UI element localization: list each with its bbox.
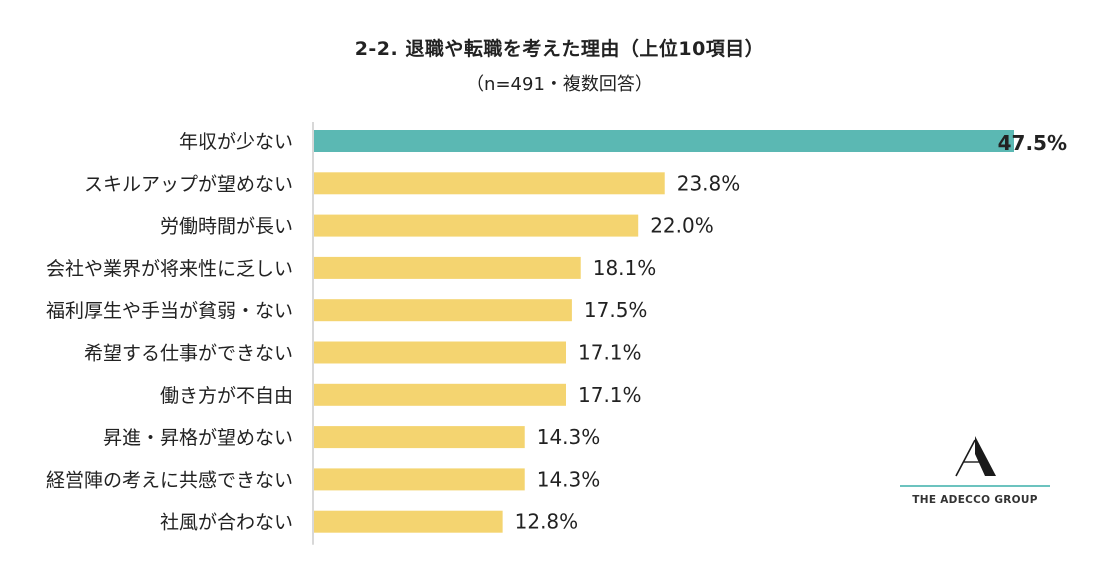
category-label-10: 社風が合わない xyxy=(160,512,293,534)
bar-3 xyxy=(314,214,639,237)
value-label-4: 18.1% xyxy=(593,256,657,280)
category-label-7: 働き方が不自由 xyxy=(160,385,293,407)
category-label-9: 経営陣の考えに共感できない xyxy=(46,469,293,491)
chart-subtitle: （n=491・複数回答） xyxy=(466,74,653,95)
category-label-3: 労働時間が長い xyxy=(160,216,293,238)
value-label-10: 12.8% xyxy=(515,510,579,534)
category-label-2: スキルアップが望めない xyxy=(84,173,293,195)
bar-4 xyxy=(314,256,581,279)
bar-8 xyxy=(314,426,525,449)
bar-7 xyxy=(314,383,566,406)
value-label-9: 14.3% xyxy=(537,467,601,491)
category-label-1: 年収が少ない xyxy=(179,131,293,153)
bar-2 xyxy=(314,172,665,195)
logo-name: THE ADECCO GROUP xyxy=(912,494,1038,506)
chart-title: 2-2. 退職や転職を考えた理由（上位10項目） xyxy=(354,38,765,60)
bar-10 xyxy=(314,510,503,533)
value-label-5: 17.5% xyxy=(584,298,648,322)
value-label-2: 23.8% xyxy=(677,171,741,195)
value-label-7: 17.1% xyxy=(578,383,642,407)
value-label-3: 22.0% xyxy=(650,214,714,238)
bar-6 xyxy=(314,341,566,364)
category-label-4: 会社や業界が将来性に乏しい xyxy=(46,258,293,280)
category-label-8: 昇進・昇格が望めない xyxy=(103,427,293,449)
value-label-8: 14.3% xyxy=(537,425,601,449)
logo-a-mark-icon xyxy=(900,436,1050,487)
bar-1 xyxy=(314,130,1014,152)
adecco-logo: THE ADECCO GROUP xyxy=(900,432,1050,512)
value-label-6: 17.1% xyxy=(578,341,642,365)
category-label-5: 福利厚生や手当が貧弱・ない xyxy=(46,300,293,322)
category-label-6: 希望する仕事ができない xyxy=(84,343,293,365)
value-label-1: 47.5% xyxy=(998,131,1067,155)
bar-5 xyxy=(314,299,572,322)
bar-9 xyxy=(314,468,525,491)
